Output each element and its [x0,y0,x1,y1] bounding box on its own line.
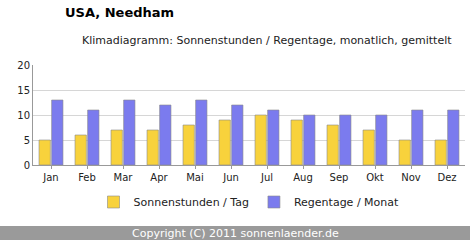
svg-text:Sep: Sep [330,172,349,183]
svg-text:Okt: Okt [366,172,384,183]
svg-text:Jan: Jan [42,172,58,183]
svg-text:Nov: Nov [401,172,421,183]
svg-text:Feb: Feb [78,172,96,183]
svg-text:5: 5 [24,135,30,146]
svg-text:20: 20 [17,60,30,71]
svg-text:0: 0 [24,160,30,171]
svg-text:10: 10 [17,110,30,121]
svg-text:Mai: Mai [186,172,204,183]
svg-text:15: 15 [17,85,30,96]
svg-text:Jun: Jun [222,172,239,183]
svg-text:Aug: Aug [293,172,313,183]
svg-text:Apr: Apr [150,172,168,183]
svg-text:Mar: Mar [114,172,134,183]
svg-text:Jul: Jul [260,172,273,183]
svg-text:Klimadiagramm: Sonnenstunden /: Klimadiagramm: Sonnenstunden / Regentage… [82,34,452,47]
svg-text:Copyright (C) 2011 sonnenlaend: Copyright (C) 2011 sonnenlaender.de [132,227,339,240]
svg-text:Regentage / Monat: Regentage / Monat [294,196,399,209]
svg-text:Sonnenstunden / Tag: Sonnenstunden / Tag [134,196,249,209]
svg-text:USA, Needham: USA, Needham [65,5,174,20]
svg-text:Dez: Dez [437,172,456,183]
